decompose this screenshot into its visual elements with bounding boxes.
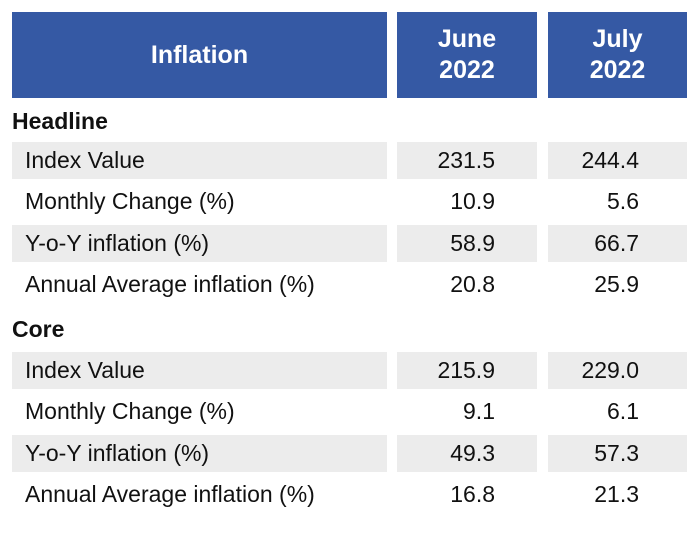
row-label: Monthly Change (%): [25, 398, 235, 424]
row-value-july: 244.4: [548, 142, 687, 179]
section-title-headline: Headline: [12, 108, 108, 134]
row-value-july: 25.9: [594, 271, 639, 297]
row-value-june: 231.5: [397, 142, 537, 179]
table-row: Monthly Change (%) 9.1 6.1: [0, 393, 700, 430]
row-value-june: 9.1: [463, 398, 495, 424]
row-label: Index Value: [12, 352, 387, 389]
header-inflation: Inflation: [12, 12, 387, 98]
row-label: Index Value: [12, 142, 387, 179]
row-value-july: 57.3: [548, 435, 687, 472]
row-value-july: 66.7: [548, 225, 687, 262]
header-inflation-label: Inflation: [150, 40, 249, 69]
header-june-2022: June 2022: [397, 12, 537, 98]
header-june-month: June: [437, 25, 497, 53]
section-title-core: Core: [12, 316, 65, 342]
table-row: Index Value 231.5 244.4: [0, 142, 700, 179]
table-row: Monthly Change (%) 10.9 5.6: [0, 183, 700, 220]
row-value-june: 16.8: [450, 481, 495, 507]
table-row: Annual Average inflation (%) 16.8 21.3: [0, 476, 700, 513]
table-row: Y-o-Y inflation (%) 49.3 57.3: [0, 435, 700, 472]
row-label: Y-o-Y inflation (%): [12, 435, 387, 472]
table-row: Annual Average inflation (%) 20.8 25.9: [0, 266, 700, 303]
row-value-july: 21.3: [594, 481, 639, 507]
row-value-june: 20.8: [450, 271, 495, 297]
row-value-june: 58.9: [397, 225, 537, 262]
header-june-year: 2022: [439, 56, 495, 84]
row-value-june: 215.9: [397, 352, 537, 389]
header-july-year: 2022: [589, 56, 646, 84]
row-value-june: 10.9: [450, 188, 495, 214]
table-row: Y-o-Y inflation (%) 58.9 66.7: [0, 225, 700, 262]
header-july-2022: July 2022: [548, 12, 687, 98]
row-label: Annual Average inflation (%): [25, 481, 315, 507]
row-label: Monthly Change (%): [25, 188, 235, 214]
row-label: Annual Average inflation (%): [25, 271, 315, 297]
row-value-july: 6.1: [607, 398, 639, 424]
row-label: Y-o-Y inflation (%): [12, 225, 387, 262]
row-value-july: 5.6: [607, 188, 639, 214]
table-row: Index Value 215.9 229.0: [0, 352, 700, 389]
row-value-july: 229.0: [548, 352, 687, 389]
row-value-june: 49.3: [397, 435, 537, 472]
header-july-month: July: [592, 25, 643, 53]
